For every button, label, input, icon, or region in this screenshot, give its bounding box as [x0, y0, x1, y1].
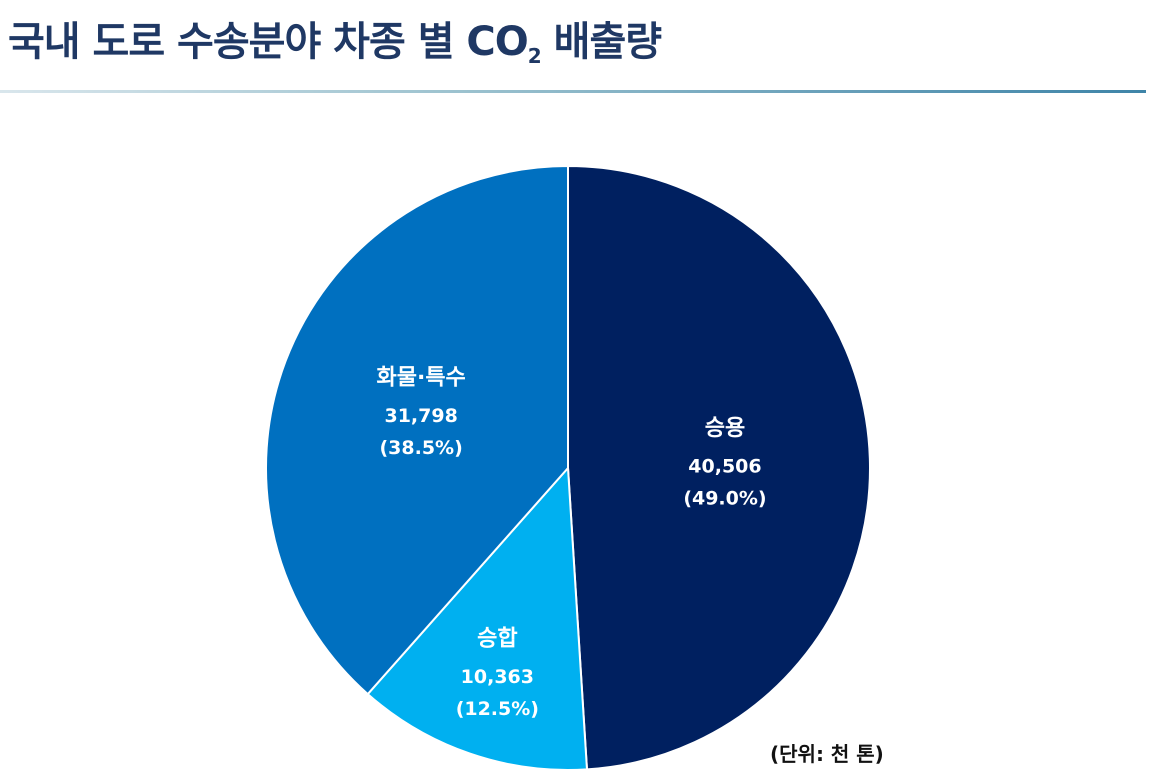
slice-percent-label-3: (38.5%): [380, 437, 463, 459]
slice-percent-label-2: (12.5%): [456, 698, 539, 720]
slice-label-group-2: 승합 10,363 (12.5%): [456, 626, 539, 721]
slice-value-label-3: 31,798: [384, 405, 457, 427]
slice-percent-label-1: (49.0%): [683, 488, 766, 510]
slice-label-group-3: 화물·특수 31,798 (38.5%): [376, 365, 465, 459]
unit-note: (단위: 천 톤): [770, 742, 884, 766]
slice-value-label-1: 40,506: [688, 456, 761, 478]
page-title-main: 국내 도로 수송분야 차종 별 CO: [8, 19, 529, 65]
page-title-suffix: 배출량: [540, 19, 662, 65]
pie-slice-2: [366, 465, 589, 771]
pie-slice-3: [265, 164, 569, 696]
title-divider: [0, 90, 1146, 93]
slice-category-label-3: 화물·특수: [376, 365, 465, 390]
page-title: 국내 도로 수송분야 차종 별 CO2 배출량: [8, 12, 662, 72]
slice-category-label-2: 승합: [477, 626, 517, 652]
slice-value-label-2: 10,363: [461, 666, 534, 688]
page-title-subscript: 2: [527, 44, 542, 68]
slice-category-label-1: 승용: [705, 416, 745, 441]
pie-slice-1: [567, 164, 871, 771]
slice-label-group-1: 승용 40,506 (49.0%): [683, 416, 766, 510]
